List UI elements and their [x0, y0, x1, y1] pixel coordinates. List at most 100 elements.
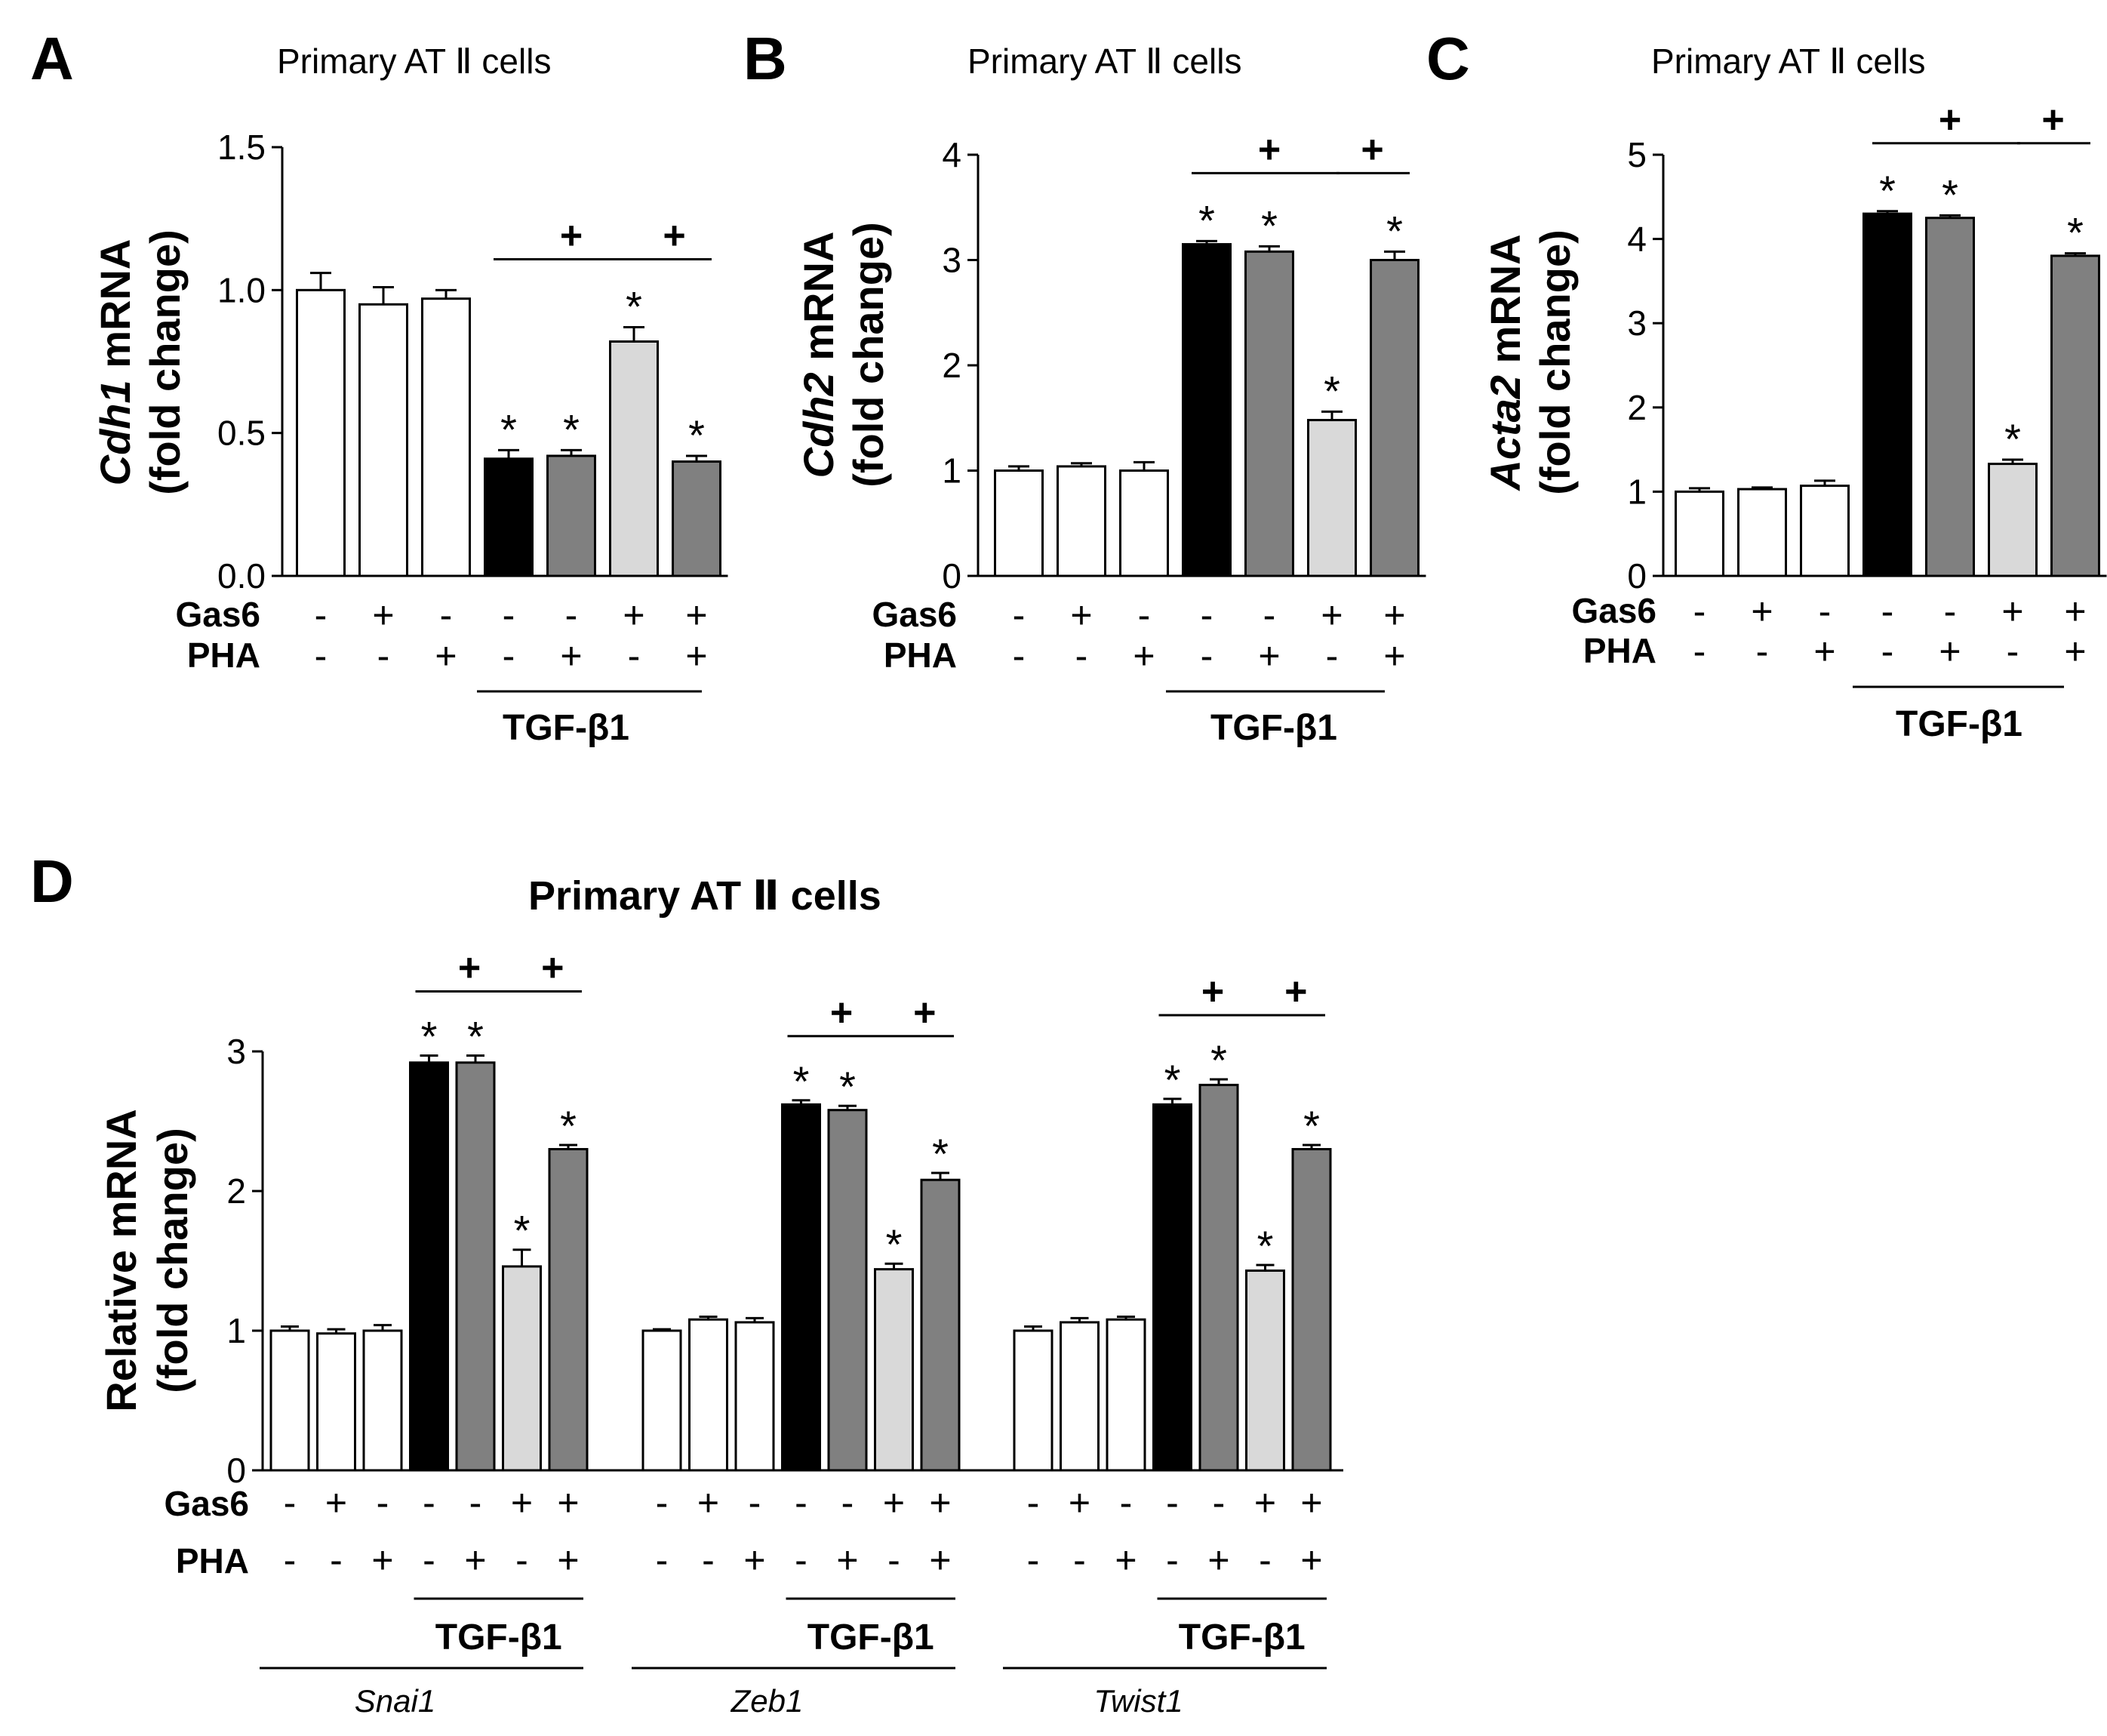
panel-d-asterisk: *: [1303, 1102, 1320, 1150]
panel-b-pha-sign: +: [1133, 635, 1155, 677]
panel-c-ylabel-2: (fold change): [1531, 229, 1579, 495]
panel-d-asterisk: *: [1257, 1222, 1274, 1270]
panel-d-ytick-label: 1: [226, 1311, 246, 1350]
panel-b-pha-sign: -: [1013, 635, 1026, 677]
panel-d-bar: [734, 1321, 775, 1472]
panel-b-gas6-sign: -: [1263, 594, 1276, 636]
panel-a-bar: [421, 297, 471, 577]
panel-b-bar: [1182, 243, 1232, 577]
panel-b-ytick-label: 1: [942, 451, 961, 491]
panel-c-asterisk: *: [1942, 171, 1958, 218]
panel-d-gas6-sign: -: [469, 1482, 482, 1524]
panel-c-asterisk: *: [2067, 209, 2084, 257]
panel-a-bar: [546, 454, 596, 577]
panel-c-gas6-sign: -: [1819, 590, 1832, 633]
panel-d-gas6-sign: +: [1069, 1482, 1090, 1524]
panel-d-bar: [362, 1329, 403, 1472]
panel-c-ylabel-rest: mRNA: [1481, 234, 1529, 375]
panel-d-pha-sign: +: [1115, 1539, 1137, 1581]
panel-d-bar: [1060, 1321, 1100, 1472]
panel-a-gas6-sign: -: [565, 594, 578, 636]
panel-d-pha-sign: -: [330, 1539, 343, 1581]
panel-a-ytick-label: 1.5: [217, 128, 266, 167]
panel-c-gas6-sign: -: [1693, 590, 1706, 633]
panel-c-pha-sign: +: [1939, 630, 1961, 673]
panel-b-ylabel: Cdh2 mRNA: [795, 232, 842, 479]
panel-c-ylabel: Acta2 mRNA: [1481, 234, 1529, 491]
panel-d-pha-sign: +: [464, 1539, 486, 1581]
panel-a-gas6-sign: -: [315, 594, 328, 636]
panel-c-bar: [1800, 485, 1850, 577]
panel-b-tgf-label: TGF-β1: [1210, 708, 1337, 748]
panel-d-bar: [1152, 1103, 1192, 1472]
panel-d-gas6-sign: -: [1213, 1482, 1226, 1524]
panel-a-asterisk: *: [688, 411, 705, 459]
chart-marks: 0.00.51.01.5--+--+*--*-+*+-*+++ +01234--+…: [217, 98, 2107, 1719]
panel-b-gas6-sign: -: [1013, 594, 1026, 636]
panel-b-asterisk: *: [1386, 207, 1403, 254]
panel-a-ytick-label: 0.0: [217, 556, 266, 596]
panel-b-pha-sign: -: [1326, 635, 1339, 677]
panel-a-pha-label: PHA: [187, 636, 260, 675]
panel-b-bar: [1057, 465, 1106, 577]
panel-d-asterisk: *: [560, 1102, 577, 1150]
panel-c-pha-sign: +: [1813, 630, 1835, 673]
panel-d-pha-sign: -: [284, 1539, 297, 1581]
panel-d-gas6-sign: -: [1166, 1482, 1179, 1524]
panel-b-pha-label: PHA: [884, 636, 957, 675]
panel-c-ytick-label: 2: [1627, 388, 1647, 427]
panel-c-gas6-sign: +: [2001, 590, 2023, 633]
panel-d-gas6-sign: -: [423, 1482, 435, 1524]
panel-d-pha-sign: -: [702, 1539, 715, 1581]
panel-c-bracket-symbol: +: [2041, 98, 2064, 142]
panel-d-ytick-label: 0: [226, 1451, 246, 1490]
panel-d-bracket-symbol: +: [1201, 970, 1224, 1014]
panel-b-gas6-sign: +: [1383, 594, 1405, 636]
panel-d-pha-sign: +: [929, 1539, 951, 1581]
panel-d-bar: [1245, 1269, 1285, 1472]
panel-d-gas6-sign: +: [929, 1482, 951, 1524]
panel-d-gene-label: Snai1: [355, 1683, 435, 1719]
panel-d-bar: [920, 1178, 961, 1472]
panel-d-pha-sign: +: [1207, 1539, 1229, 1581]
panel-d-bar: [1198, 1083, 1239, 1472]
panel-d-bar: [688, 1318, 728, 1472]
panel-d-gas6-sign: -: [1027, 1482, 1040, 1524]
panel-a-bracket-symbol: +: [663, 214, 685, 258]
panel-letter-a: A: [30, 25, 74, 92]
panel-c-ylabel-gene: Acta2: [1481, 375, 1529, 492]
panel-d-pha-sign: -: [656, 1539, 669, 1581]
panel-d-asterisk: *: [839, 1063, 856, 1110]
panel-c-bar: [1862, 212, 1912, 577]
panel-d-bracket-symbol: +: [1284, 970, 1307, 1014]
panel-d-gene-label: Twist1: [1093, 1683, 1183, 1719]
panel-b-pha-sign: -: [1201, 635, 1213, 677]
panel-d-bracket-symbol: +: [830, 991, 853, 1035]
panel-d-pha-sign: -: [1166, 1539, 1179, 1581]
panel-c-bar: [1675, 490, 1724, 577]
panel-d-ytick-label: 2: [226, 1171, 246, 1211]
panel-a-gas6-sign: +: [685, 594, 707, 636]
panel-a-gas6-sign: -: [440, 594, 453, 636]
panel-a-bar: [609, 340, 659, 577]
panel-a-ylabel-gene: Cdh1: [91, 380, 139, 485]
panel-b-bar: [994, 469, 1044, 577]
panel-d-bar: [269, 1329, 310, 1472]
panel-d-bar: [1291, 1148, 1332, 1472]
panel-d-ylabel-2: (fold change): [149, 1128, 196, 1393]
panel-d-asterisk: *: [1210, 1036, 1227, 1084]
panel-c-asterisk: *: [1879, 167, 1896, 214]
panel-b-ylabel-gene: Cdh2: [795, 372, 842, 478]
panel-a-ylabel: Cdh1 mRNA: [91, 239, 139, 486]
panel-d-gas6-sign: +: [883, 1482, 905, 1524]
panel-d-gas6-sign: -: [749, 1482, 761, 1524]
panel-d-pha-sign: +: [557, 1539, 579, 1581]
panel-b-ytick-label: 3: [942, 241, 961, 280]
panel-b: B Primary AT Ⅱ cells Cdh2 mRNA (fold cha…: [743, 25, 1337, 748]
panel-b-asterisk: *: [1324, 367, 1340, 414]
panel-a-title: Primary AT Ⅱ cells: [277, 42, 551, 81]
panel-a-asterisk: *: [626, 283, 642, 331]
panel-c-pha-sign: -: [1693, 630, 1706, 673]
panel-a-pha-sign: -: [628, 635, 641, 677]
